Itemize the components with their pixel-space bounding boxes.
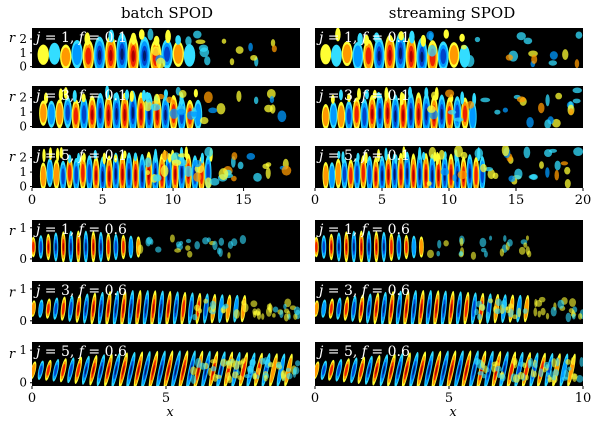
y-tick-label: 0 bbox=[19, 376, 27, 390]
panel-label-panel-top-batch-mode-3: j = 3, f = 0.1 bbox=[33, 88, 127, 104]
x-tick-label: 5 bbox=[445, 391, 453, 406]
x-tick-label: 5 bbox=[98, 193, 106, 208]
panel-label-panel-top-streaming-mode-5: j = 5, f = 0.1 bbox=[316, 148, 410, 164]
panel-top-streaming-mode-1 bbox=[315, 28, 583, 68]
panel-bottom-batch-mode-5 bbox=[32, 342, 300, 386]
x-tick-label: 0 bbox=[311, 391, 319, 406]
y-tick-label: 2 bbox=[19, 91, 27, 105]
panel-label-panel-top-streaming-mode-1: j = 1, f = 0.1 bbox=[316, 30, 410, 46]
y-tick-label: 1 bbox=[19, 282, 27, 296]
x-tick-label: 10 bbox=[575, 391, 592, 406]
panel-label-panel-bottom-streaming-mode-1: j = 1, f = 0.6 bbox=[316, 222, 410, 238]
panel-bottom-batch-mode-3 bbox=[32, 281, 300, 324]
column-title-streaming: streaming SPOD bbox=[389, 4, 515, 22]
column-title-batch: batch SPOD bbox=[121, 4, 213, 22]
x-tick-label: 10 bbox=[165, 193, 182, 208]
panel-top-batch-mode-1 bbox=[32, 28, 300, 68]
panel-top-batch-mode-3 bbox=[32, 86, 300, 128]
x-tick-label: 5 bbox=[162, 391, 170, 406]
x-tick-label: 20 bbox=[575, 193, 592, 208]
panel-label-panel-bottom-streaming-mode-3: j = 3, f = 0.6 bbox=[316, 283, 410, 299]
panel-label-panel-top-batch-mode-1: j = 1, f = 0.1 bbox=[33, 30, 127, 46]
x-tick-label: 5 bbox=[378, 193, 386, 208]
panel-label-panel-top-streaming-mode-3: j = 3, f = 0.1 bbox=[316, 88, 410, 104]
y-axis-label: r bbox=[9, 347, 16, 362]
panel-label-panel-bottom-batch-mode-1: j = 1, f = 0.6 bbox=[33, 222, 127, 238]
y-axis-label: r bbox=[9, 90, 16, 105]
y-tick-label: 1 bbox=[19, 221, 27, 235]
panel-top-batch-mode-5 bbox=[32, 146, 300, 188]
y-tick-label: 1 bbox=[19, 343, 27, 357]
panel-label-panel-bottom-batch-mode-5: j = 5, f = 0.6 bbox=[33, 344, 127, 360]
y-tick-label: 0 bbox=[19, 252, 27, 266]
y-axis-label: r bbox=[9, 31, 16, 46]
x-tick-label: 0 bbox=[28, 193, 36, 208]
x-tick-label: 0 bbox=[311, 193, 319, 208]
panel-top-streaming-mode-3 bbox=[315, 86, 583, 128]
y-tick-label: 1 bbox=[19, 46, 27, 60]
panel-label-panel-top-batch-mode-5: j = 5, f = 0.1 bbox=[33, 148, 127, 164]
panel-bottom-batch-mode-1 bbox=[32, 220, 300, 262]
panel-bottom-streaming-mode-3 bbox=[315, 281, 583, 324]
panel-label-panel-bottom-batch-mode-3: j = 3, f = 0.6 bbox=[33, 283, 127, 299]
panel-top-streaming-mode-5 bbox=[315, 146, 583, 188]
y-tick-label: 0 bbox=[19, 120, 27, 134]
y-tick-label: 1 bbox=[19, 165, 27, 179]
y-tick-label: 0 bbox=[19, 180, 27, 194]
y-tick-label: 2 bbox=[19, 32, 27, 46]
x-tick-label: 15 bbox=[508, 193, 525, 208]
panel-label-panel-bottom-streaming-mode-5: j = 5, f = 0.6 bbox=[316, 344, 410, 360]
x-tick-label: 0 bbox=[28, 391, 36, 406]
y-tick-label: 0 bbox=[19, 314, 27, 328]
x-axis-label: x bbox=[449, 405, 457, 420]
y-axis-label: r bbox=[9, 150, 16, 165]
y-tick-label: 1 bbox=[19, 105, 27, 119]
y-axis-label: r bbox=[9, 286, 16, 301]
panel-bottom-streaming-mode-1 bbox=[315, 220, 583, 262]
panel-bottom-streaming-mode-5 bbox=[315, 342, 583, 386]
x-axis-label: x bbox=[166, 405, 174, 420]
x-tick-label: 10 bbox=[441, 193, 458, 208]
y-axis-label: r bbox=[9, 224, 16, 239]
x-tick-label: 15 bbox=[235, 193, 252, 208]
y-tick-label: 2 bbox=[19, 151, 27, 165]
y-tick-label: 0 bbox=[19, 60, 27, 74]
